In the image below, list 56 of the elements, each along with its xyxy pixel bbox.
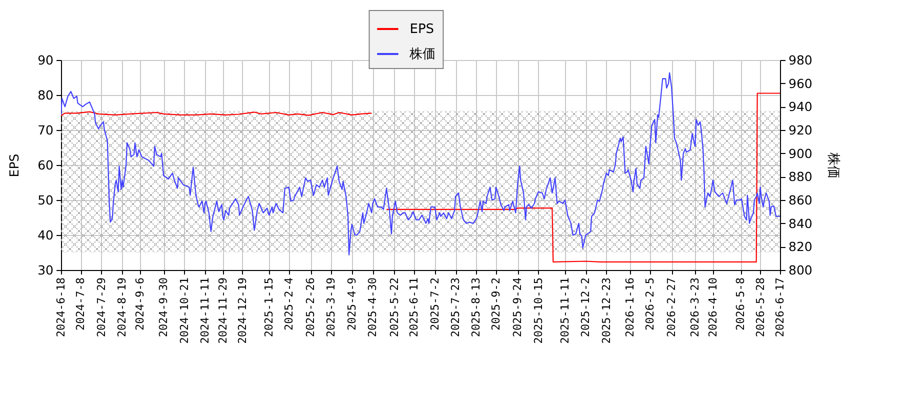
x-tick-label: 2025-2-26 xyxy=(304,278,318,338)
x-tick-label: 2025-10-15 xyxy=(532,278,545,344)
x-tick-label: 2024-7-29 xyxy=(94,278,108,338)
x-tick-label: 2025-12-2 xyxy=(579,278,592,338)
x-tick-label: 2024-7-8 xyxy=(74,278,88,330)
y-axis-title: EPS xyxy=(6,154,22,178)
y2-tick-label: 920 xyxy=(788,122,812,138)
y2-tick-label: 840 xyxy=(788,216,812,231)
x-tick-label: 2024-12-19 xyxy=(236,278,249,344)
x-tick-label: 2025-4-30 xyxy=(366,278,380,338)
x-tick-label: 2025-3-19 xyxy=(324,278,338,338)
y-tick-label: 40 xyxy=(38,228,54,242)
x-tick-label: 2026-6-17 xyxy=(774,278,786,338)
y-tick-label: 80 xyxy=(38,88,54,102)
y2-tick-label: 860 xyxy=(788,192,812,208)
x-tick-label: 2024-11-29 xyxy=(216,278,230,344)
x-tick-label: 2025-6-11 xyxy=(408,278,421,338)
x-tick-label: 2025-11-11 xyxy=(558,278,572,344)
y-tick-label: 50 xyxy=(38,192,54,208)
x-tick-label: 2026-5-8 xyxy=(734,278,748,330)
y2-tick-label: 980 xyxy=(788,52,812,68)
x-tick-label: 2025-7-23 xyxy=(449,278,462,338)
y2-axis-title: 株価 xyxy=(825,152,840,178)
x-tick-label: 2026-2-27 xyxy=(665,278,678,338)
x-tick-label: 2024-9-6 xyxy=(133,278,146,330)
y-tick-label: 70 xyxy=(38,122,54,138)
legend-label: 株価 xyxy=(408,47,436,62)
y-tick-label: 60 xyxy=(38,158,54,172)
x-tick-label: 2025-4-9 xyxy=(345,278,358,330)
x-tick-label: 2026-3-23 xyxy=(688,278,702,338)
x-tick-label: 2024-6-18 xyxy=(54,278,68,338)
legend-label: EPS xyxy=(410,22,434,37)
y2-tick-label: 960 xyxy=(788,76,812,91)
x-tick-label: 2024-10-21 xyxy=(178,278,191,344)
x-tick-label: 2024-11-11 xyxy=(198,278,212,344)
x-tick-label: 2025-12-23 xyxy=(600,278,613,344)
y2-tick-label: 880 xyxy=(788,169,812,184)
y2-tick-label: 940 xyxy=(788,99,812,114)
y-tick-label: 90 xyxy=(38,52,54,68)
x-tick-label: 2025-2-4 xyxy=(282,277,296,330)
x-tick-label: 2025-1-15 xyxy=(262,278,276,338)
x-tick-label: 2025-5-22 xyxy=(388,278,401,338)
x-tick-label: 2025-8-13 xyxy=(470,278,483,338)
x-tick-label: 2024-8-19 xyxy=(116,278,129,338)
x-tick-label: 2026-2-5 xyxy=(643,278,656,330)
x-tick-label: 2025-9-2 xyxy=(489,278,502,330)
x-tick-label: 2025-7-2 xyxy=(428,278,442,330)
x-tick-label: 2026-1-16 xyxy=(624,278,637,338)
x-tick-label: 2024-9-30 xyxy=(157,278,170,338)
y2-tick-label: 800 xyxy=(788,262,812,278)
y2-tick-label: 820 xyxy=(788,239,812,254)
x-tick-label: 2026-4-10 xyxy=(706,278,720,338)
x-tick-label: 2026-5-28 xyxy=(754,278,767,338)
y-tick-label: 30 xyxy=(38,262,54,278)
x-tick-label: 2025-9-24 xyxy=(511,277,524,338)
y2-tick-label: 900 xyxy=(788,146,812,161)
